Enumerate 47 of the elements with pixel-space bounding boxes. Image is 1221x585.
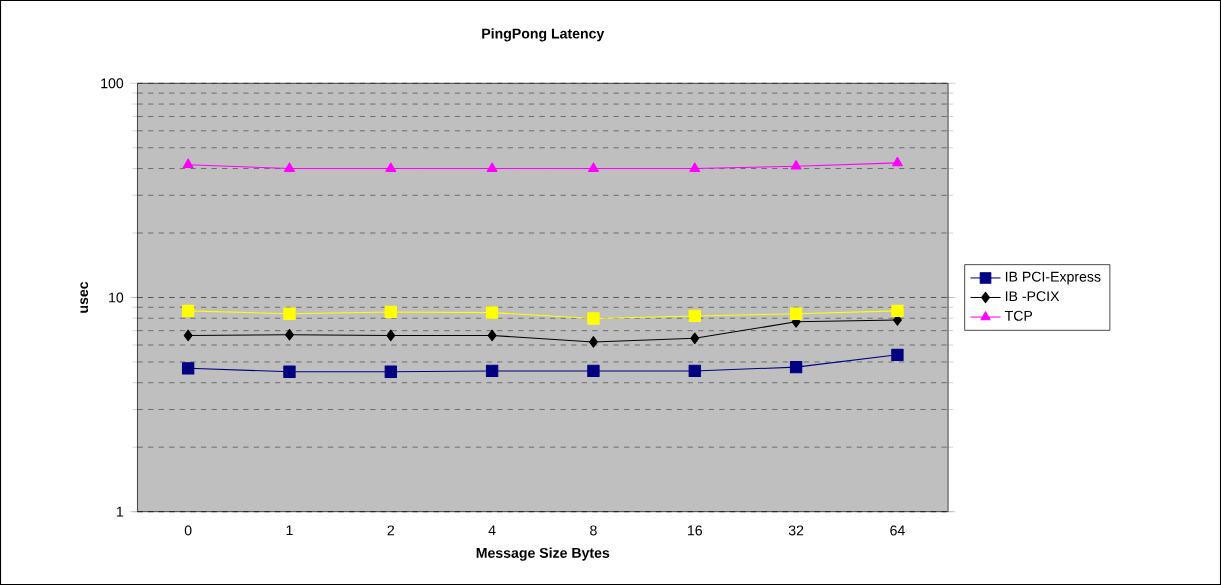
x-tick-label: 8	[590, 525, 597, 536]
point	[181, 304, 195, 318]
point	[386, 329, 396, 342]
point	[587, 312, 600, 325]
point	[485, 364, 499, 378]
point	[688, 309, 701, 323]
x-tick-label: 32	[788, 525, 804, 536]
chart-title: PingPong Latency	[482, 28, 605, 42]
x-tick-label: 4	[488, 525, 496, 536]
x-tick-label: 64	[890, 525, 905, 536]
point	[284, 328, 294, 341]
point	[181, 362, 195, 375]
point	[183, 329, 193, 342]
point	[891, 304, 904, 318]
point	[789, 307, 803, 320]
point	[384, 365, 397, 378]
x-tick-label: 1	[286, 525, 293, 536]
legend-label: TCP	[1004, 310, 1033, 321]
point	[891, 348, 904, 362]
legend-label: IB -PCIX	[1005, 291, 1060, 302]
point	[284, 162, 295, 172]
y-tick-label: 10	[109, 292, 124, 303]
point	[283, 365, 296, 378]
point	[790, 160, 802, 170]
x-tick-label: 0	[184, 525, 192, 536]
point	[487, 329, 497, 342]
point	[588, 162, 599, 172]
point	[688, 364, 701, 378]
point	[385, 162, 397, 172]
point	[789, 360, 803, 374]
y-tick-label: 100	[101, 78, 124, 89]
point	[588, 336, 598, 348]
point	[283, 307, 296, 320]
y-axis-title: usec	[80, 281, 89, 313]
point	[384, 305, 397, 319]
x-tick-label: 16	[688, 525, 702, 536]
point	[587, 364, 600, 378]
x-axis-title: Message Size Bytes	[476, 547, 610, 561]
y-tick-label: 1	[116, 506, 124, 517]
point	[689, 162, 701, 172]
point	[690, 332, 700, 345]
point	[892, 156, 903, 167]
x-tick-label: 2	[387, 525, 395, 536]
point	[182, 158, 194, 169]
point	[485, 306, 499, 319]
legend-label: IB PCI-Express	[1005, 271, 1101, 285]
point	[486, 162, 498, 172]
